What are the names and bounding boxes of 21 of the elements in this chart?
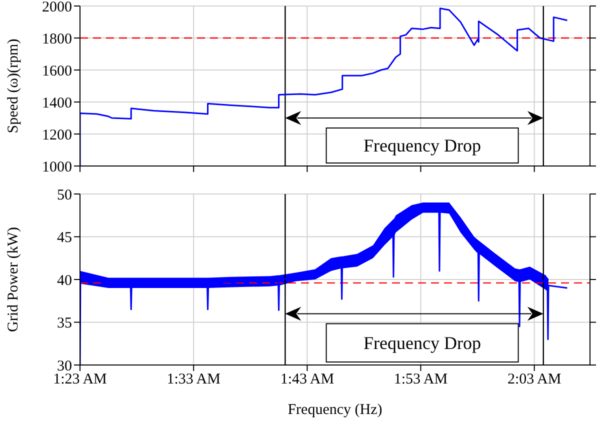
y-tick-label: 1600 <box>42 63 72 80</box>
y-tick-label: 35 <box>57 316 72 332</box>
y-tick-label: 30 <box>57 358 72 374</box>
annotation: Frequency Drop <box>364 136 482 156</box>
y-tick-label: 50 <box>57 187 72 204</box>
y-tick-label: 1400 <box>42 95 72 112</box>
y-tick-label: 2000 <box>42 0 72 16</box>
y-tick-label: 1800 <box>42 31 72 48</box>
y-axis-title: Speed (ω)(rpm) <box>5 38 22 134</box>
x-tick-label: 2:03 AM <box>507 372 562 388</box>
x-tick-label: 1:33 AM <box>166 372 220 388</box>
x-tick-label: 1:23 AM <box>53 372 107 388</box>
y-tick-label: 40 <box>57 272 72 289</box>
y-tick-label: 45 <box>57 230 72 246</box>
x-tick-label: 1:53 AM <box>394 372 448 388</box>
annotation: Frequency Drop <box>364 332 482 353</box>
y-tick-label: 1000 <box>42 159 72 176</box>
x-axis-title: Frequency (Hz) <box>288 402 382 418</box>
x-tick-label: 1:43 AM <box>280 372 334 388</box>
y-tick-label: 1200 <box>42 127 72 144</box>
y-axis-title: Grid Power (kW) <box>5 227 22 332</box>
